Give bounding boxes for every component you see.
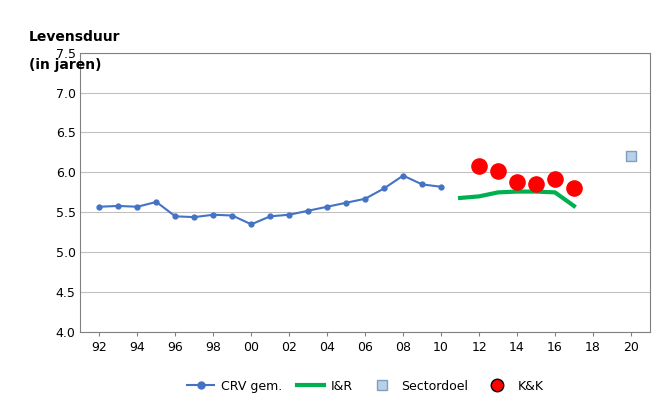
Point (549, 175, 560, 182)
Text: Levensduur: Levensduur (29, 30, 121, 44)
Point (492, 168, 503, 174)
Point (474, 163, 484, 169)
Point (626, 153, 636, 160)
Legend: CRV gem., I&R, Sectordoel, K&K: CRV gem., I&R, Sectordoel, K&K (182, 375, 548, 398)
Point (569, 185, 580, 192)
Point (531, 181, 541, 188)
Text: (in jaren): (in jaren) (29, 58, 102, 72)
Point (512, 179, 523, 185)
